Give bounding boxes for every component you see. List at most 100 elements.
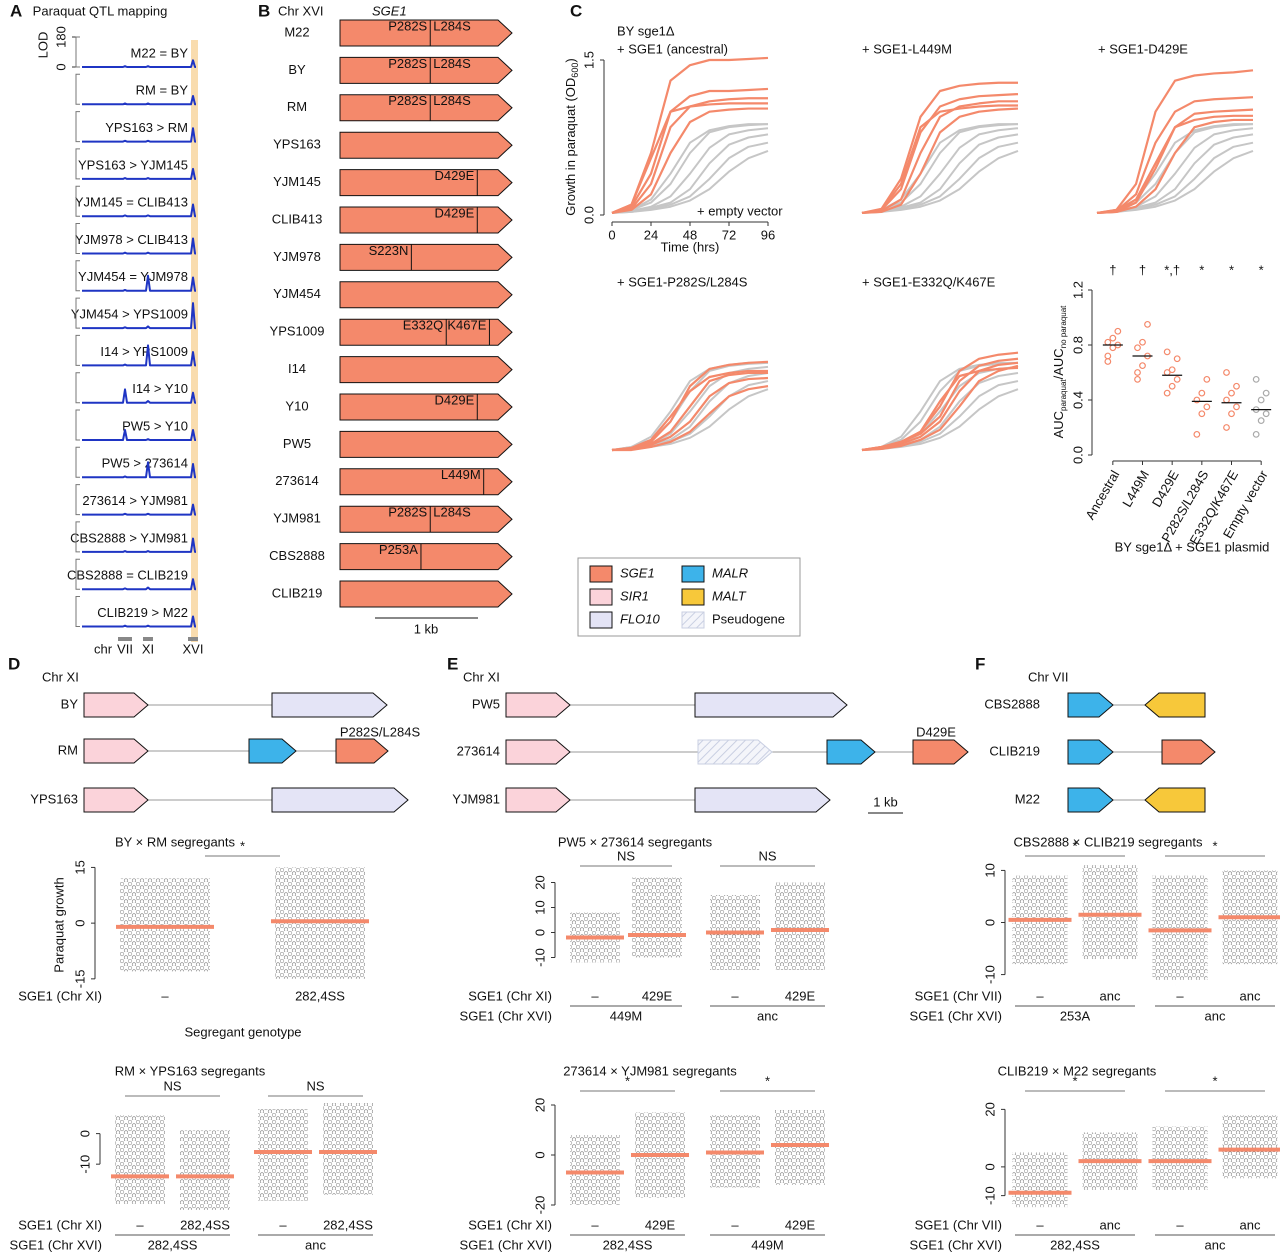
auc-point bbox=[1257, 396, 1265, 404]
genotype-label: 282,4SS bbox=[148, 1237, 198, 1252]
legend-swatch bbox=[589, 565, 613, 583]
lod-trace bbox=[82, 429, 196, 441]
gene-arrow bbox=[339, 206, 513, 234]
mutation-label: K467E bbox=[447, 318, 486, 333]
panel-label: B bbox=[258, 1, 270, 20]
legend-swatch bbox=[681, 565, 705, 583]
genotype-label: – bbox=[1036, 988, 1044, 1003]
lod-trace bbox=[82, 59, 196, 68]
auc-point bbox=[1228, 389, 1235, 397]
gene-arrow bbox=[339, 281, 513, 309]
y-tick-label: -10 bbox=[532, 948, 547, 967]
genotype-label: 282,4SS bbox=[323, 1217, 373, 1232]
auc-point bbox=[1134, 369, 1141, 376]
significance-label: NS bbox=[306, 1078, 324, 1093]
lod-trace bbox=[82, 237, 196, 255]
chr-bar bbox=[188, 637, 198, 641]
lod-trace bbox=[82, 537, 196, 553]
y-tick-label: 10 bbox=[982, 863, 997, 877]
strain-name: 273614 bbox=[457, 743, 500, 758]
lod-trace bbox=[82, 274, 196, 292]
significance-label: * bbox=[625, 1073, 630, 1088]
row-bracket bbox=[75, 73, 80, 105]
chr-label: chr bbox=[94, 641, 113, 656]
growth-curve bbox=[1096, 114, 1253, 215]
genotype-label: – bbox=[591, 988, 599, 1003]
legend-swatch bbox=[589, 588, 613, 606]
significance-label: * bbox=[240, 838, 245, 853]
gene-arrow bbox=[1161, 739, 1216, 765]
strain-name: YJM981 bbox=[452, 791, 500, 806]
point-cloud bbox=[180, 1130, 230, 1210]
strain-name: RM bbox=[58, 742, 78, 757]
genotype-row-label: SGE1 (Chr XVI) bbox=[910, 1237, 1002, 1252]
qtl-row-label: YPS163 > YJM145 bbox=[78, 157, 188, 172]
y-axis-label-part: AUC bbox=[1051, 411, 1066, 438]
y-tick-label: -10 bbox=[982, 1186, 997, 1205]
strain-name: YJM145 bbox=[273, 174, 321, 189]
growth-curve bbox=[861, 366, 1019, 452]
significance-label: * bbox=[765, 1073, 770, 1088]
point-cloud bbox=[1012, 1152, 1068, 1208]
growth-curve bbox=[861, 149, 1019, 214]
gene-arrow bbox=[339, 356, 513, 384]
growth-curve bbox=[611, 102, 768, 214]
genotype-label: anc bbox=[305, 1237, 326, 1252]
y-axis-label: Growth in paraquat (OD600) bbox=[563, 58, 580, 215]
strain-name: CLIB219 bbox=[989, 743, 1040, 758]
strain-name: YPS163 bbox=[273, 137, 321, 152]
strain-name: YJM981 bbox=[273, 511, 321, 526]
genotype-row-label: SGE1 (Chr XI) bbox=[18, 988, 102, 1003]
y-axis-label-sub: paraquat bbox=[1059, 379, 1068, 411]
point-cloud bbox=[258, 1109, 308, 1201]
y-tick-label: 0 bbox=[982, 1163, 997, 1170]
x-tick-label: 96 bbox=[761, 227, 775, 242]
strain-name: YJM978 bbox=[273, 249, 321, 264]
y-axis-label-sub: 600 bbox=[570, 63, 580, 78]
point-cloud bbox=[1082, 865, 1138, 959]
mutation-label: D429E bbox=[435, 392, 475, 407]
y-axis-label: Paraquat growth bbox=[51, 877, 66, 972]
row-bracket bbox=[75, 297, 80, 329]
auc-point bbox=[1228, 410, 1235, 418]
mutation-label: P282S bbox=[388, 505, 427, 520]
mutation-label: P282S bbox=[388, 93, 427, 108]
chr-name: XI bbox=[142, 641, 154, 656]
lod-trace bbox=[82, 503, 196, 516]
gene-arrow bbox=[505, 692, 571, 718]
x-axis-label: Segregant genotype bbox=[184, 1024, 301, 1039]
qtl-row-label: 273614 > YJM981 bbox=[82, 493, 188, 508]
y-axis-label-sub: no paraquat bbox=[1059, 305, 1068, 348]
qtl-row-label: YJM454 > YPS1009 bbox=[71, 307, 188, 322]
y-tick-label: 20 bbox=[532, 1098, 547, 1112]
lod-label: LOD bbox=[35, 32, 50, 59]
auc-point bbox=[1104, 352, 1112, 360]
lod-trace bbox=[82, 302, 196, 330]
genotype-label: – bbox=[161, 988, 169, 1003]
y-tick-label: -10 bbox=[982, 965, 997, 984]
y-axis-label-part: Growth in paraquat (OD bbox=[563, 78, 578, 216]
significance-label: † bbox=[1109, 262, 1116, 277]
point-cloud bbox=[323, 1103, 373, 1195]
x-axis-label: BY sge1Δ + SGE1 plasmid bbox=[1115, 539, 1270, 554]
strain-name: YPS163 bbox=[30, 791, 78, 806]
gene-arrow bbox=[339, 468, 513, 496]
genotype-label: 282,4SS bbox=[295, 988, 345, 1003]
genotype-label: 282,4SS bbox=[180, 1217, 230, 1232]
y-tick-label: 0.0 bbox=[1070, 446, 1085, 464]
growth-curve bbox=[611, 369, 768, 452]
chr-title: Chr XVI bbox=[278, 3, 324, 18]
strain-name: PW5 bbox=[283, 436, 311, 451]
panel-label: F bbox=[975, 654, 985, 673]
gene-arrow bbox=[339, 169, 513, 197]
mutation-label: E332Q bbox=[403, 318, 443, 333]
point-cloud bbox=[115, 1115, 165, 1204]
legend-label: FLO10 bbox=[620, 611, 661, 626]
auc-point bbox=[1139, 338, 1146, 346]
auc-point bbox=[1104, 338, 1112, 346]
mutation-label: P282S/L284S bbox=[340, 724, 421, 739]
gene-arrow bbox=[83, 787, 149, 813]
auc-point bbox=[1233, 382, 1240, 390]
auc-point bbox=[1104, 358, 1112, 365]
qtl-row-label: CBS2888 > YJM981 bbox=[70, 530, 188, 545]
